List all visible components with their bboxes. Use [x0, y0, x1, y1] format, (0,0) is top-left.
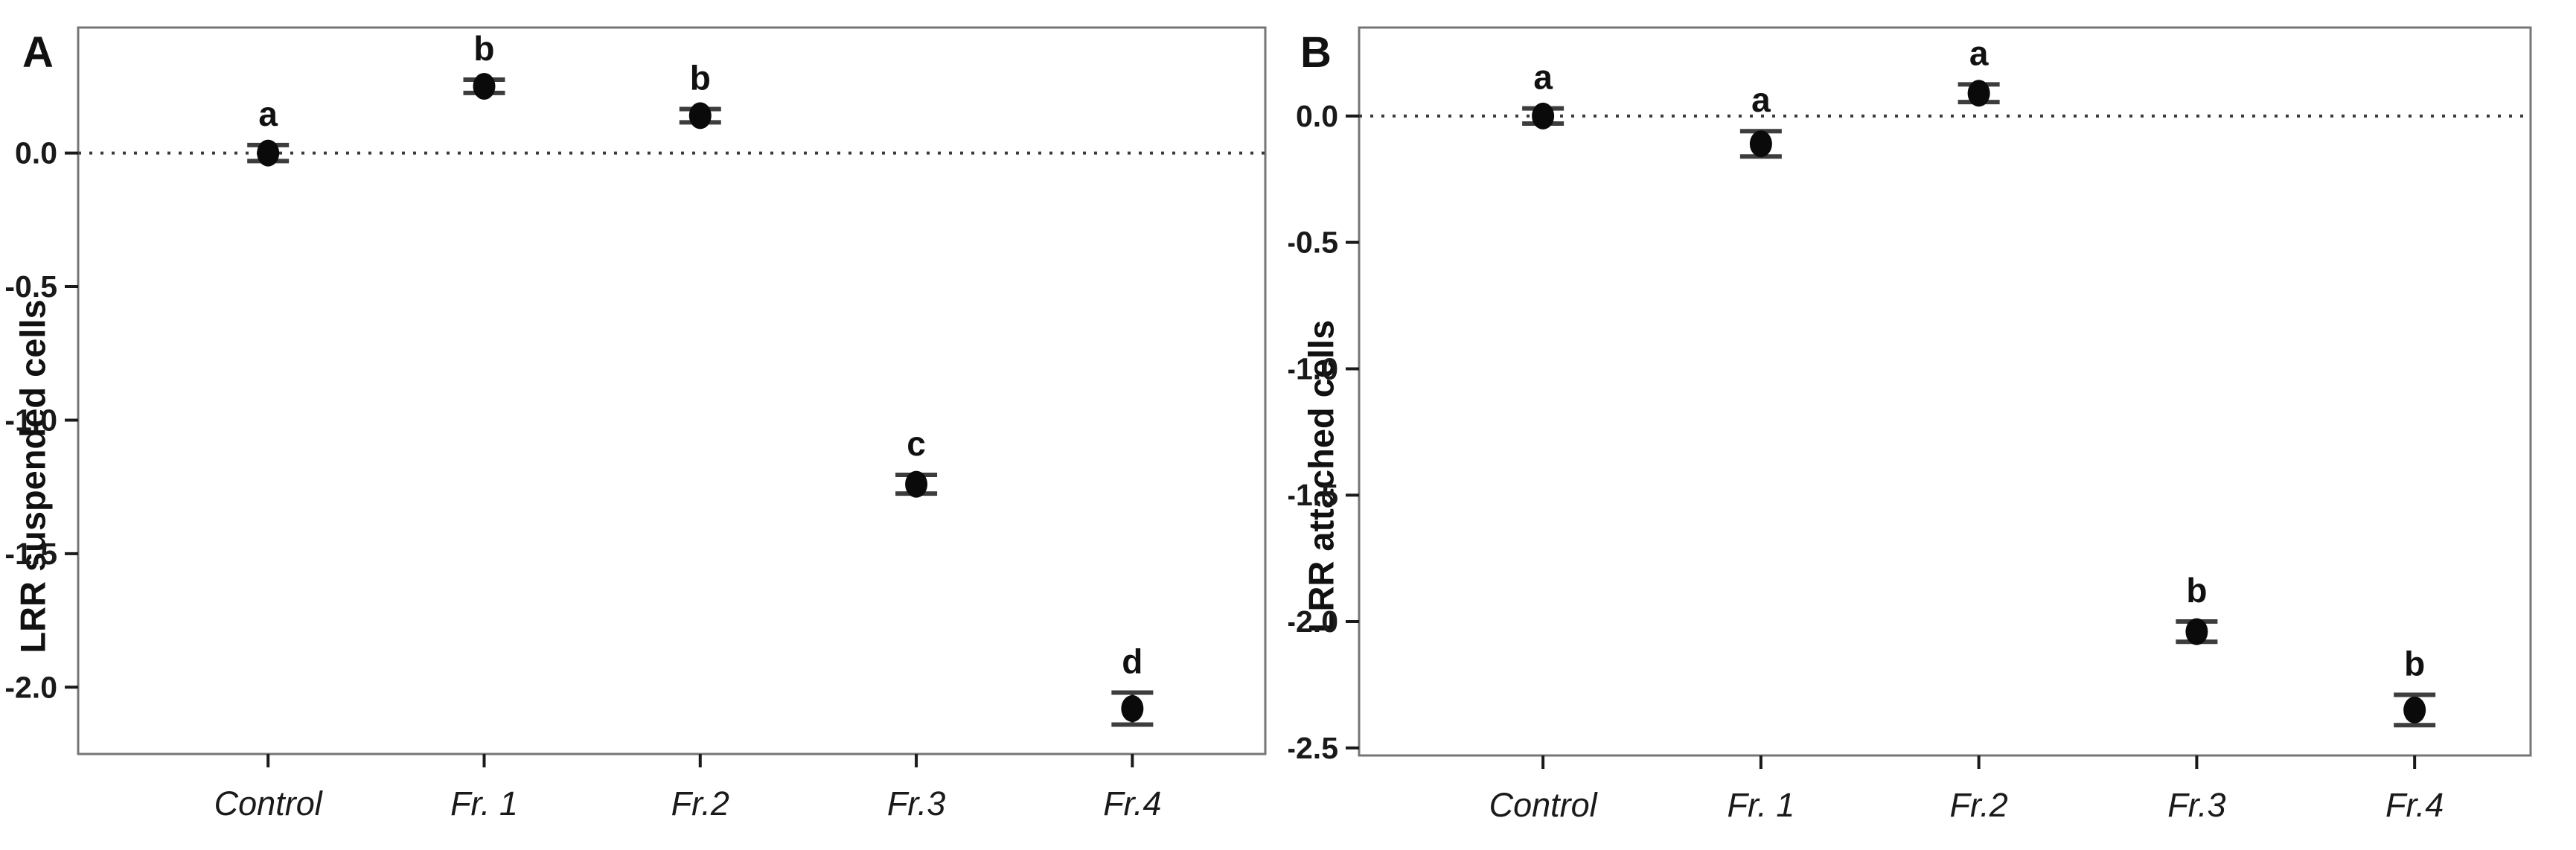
panel-a-label: A: [22, 28, 54, 77]
significance-letter: b: [690, 58, 711, 97]
x-tick-label-fr-4: Fr.4: [1103, 785, 1161, 822]
data-point: [2185, 618, 2208, 645]
y-tick-label: -1.0: [4, 403, 57, 437]
series-point-fr-3: b: [2176, 571, 2218, 645]
x-axis: Control Fr. 1 Fr.2 Fr.3 Fr.4: [214, 754, 1162, 822]
significance-letter: a: [1969, 33, 1989, 72]
x-tick-label-fr-1: Fr. 1: [1727, 786, 1794, 824]
x-tick-label-fr-4: Fr.4: [2385, 786, 2444, 824]
panel-b: B LRR attached cells 0.0 -0.5 -1.0 -1.5 -2.0…: [1288, 0, 2576, 850]
series-point-fr-3: c: [895, 424, 938, 498]
significance-letter: d: [1122, 642, 1142, 680]
significance-letter: a: [1533, 58, 1553, 97]
plot-border: [1358, 26, 2532, 757]
x-tick-label-fr-2: Fr.2: [671, 785, 729, 822]
x-tick-label-fr-3: Fr.3: [2167, 786, 2225, 824]
y-tick-label: -1.5: [4, 537, 57, 571]
y-tick-label: -0.5: [4, 269, 57, 304]
x-tick-label-fr-1: Fr. 1: [450, 785, 518, 822]
data-point: [1967, 80, 1990, 107]
y-tick-label: -2.0: [4, 670, 57, 704]
data-point: [257, 139, 280, 167]
significance-letter: c: [907, 424, 926, 463]
x-tick-label-fr-2: Fr.2: [1949, 786, 2007, 824]
significance-letter: a: [258, 95, 278, 133]
x-tick-label-control: Control: [214, 785, 324, 822]
data-point: [2403, 696, 2426, 723]
series-point-fr-2: a: [1957, 33, 2000, 107]
panel-b-chart: 0.0 -0.5 -1.0 -1.5 -2.0 -2.5 Control Fr. 1 Fr.2 F…: [1288, 26, 2532, 824]
x-tick-label-control: Control: [1489, 786, 1599, 824]
x-axis: Control Fr. 1 Fr.2 Fr.3 Fr.4: [1489, 755, 2444, 824]
significance-letter: a: [1751, 80, 1771, 119]
series-point-fr-4: d: [1111, 642, 1154, 727]
significance-letter: b: [473, 29, 494, 68]
data-point: [688, 102, 712, 130]
series-point-control: a: [247, 95, 290, 167]
significance-letter: b: [2404, 645, 2425, 683]
y-tick-label: 0.0: [15, 136, 57, 170]
series-point-fr-2: b: [679, 58, 721, 130]
y-tick-label: 0.0: [1296, 99, 1338, 133]
data-point: [1749, 130, 1772, 158]
y-tick-label: -2.5: [1288, 731, 1338, 765]
panel-a-chart: 0.0 -0.5 -1.0 -1.5 -2.0 Control Fr. 1 Fr.2 Fr.3 F…: [4, 26, 1267, 822]
y-tick-label: -2.0: [1288, 604, 1338, 639]
panel-b-label: B: [1300, 28, 1332, 77]
panel-a: A LRR suspended cells 0.0 -0.5 -1.0 -1.5 -2.…: [4, 26, 1267, 822]
significance-letter: b: [2186, 571, 2207, 610]
y-axis: 0.0 -0.5 -1.0 -1.5 -2.0 -2.5: [1288, 99, 1359, 765]
series-point-fr-4: b: [2394, 645, 2436, 728]
y-tick-label: -1.5: [1288, 478, 1338, 512]
x-tick-label-fr-3: Fr.3: [887, 785, 945, 822]
y-tick-label: -0.5: [1288, 226, 1338, 260]
data-point: [1532, 102, 1555, 130]
series-point-fr-1: b: [463, 29, 505, 100]
y-axis: 0.0 -0.5 -1.0 -1.5 -2.0: [4, 136, 78, 704]
y-tick-label: -1.0: [1288, 351, 1338, 386]
data-point: [905, 470, 928, 498]
plot-border: [77, 26, 1267, 755]
data-point: [1121, 695, 1144, 722]
series-point-control: a: [1522, 58, 1565, 130]
series-point-fr-1: a: [1739, 80, 1782, 159]
data-point: [473, 72, 496, 100]
